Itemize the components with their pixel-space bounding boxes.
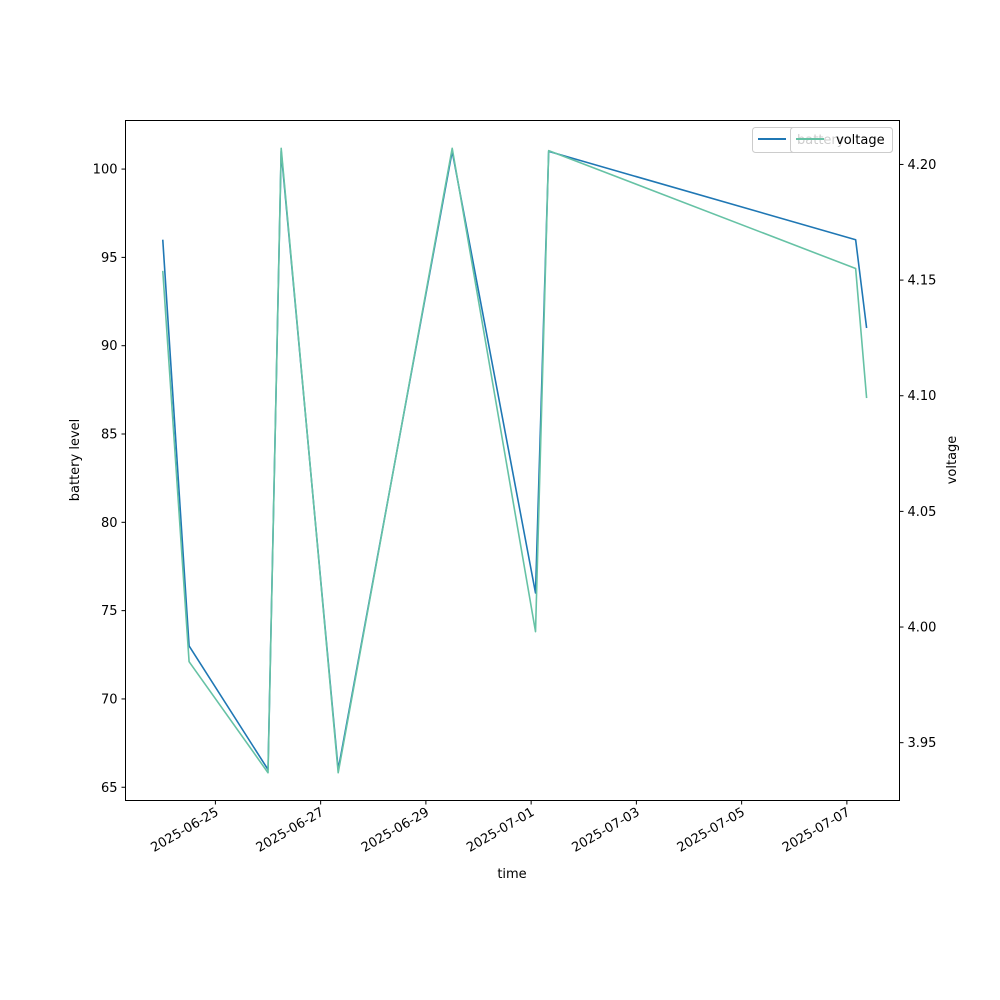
x-tick-label: 2025-06-25 — [148, 805, 221, 856]
y2-tick-label: 4.20 — [908, 158, 937, 173]
y-axis-right: 3.95 4.00 4.05 4.10 4.15 4.20 — [899, 158, 937, 751]
y-tick-label: 80 — [101, 516, 118, 531]
y2-tick-label: 4.10 — [908, 389, 937, 404]
x-tick-label: 2025-07-07 — [780, 805, 853, 856]
x-tick-label: 2025-07-01 — [464, 805, 537, 856]
y2-tick-label: 3.95 — [908, 736, 937, 751]
x-tick-label: 2025-07-05 — [675, 805, 748, 856]
legend-voltage-box — [790, 127, 893, 153]
y-axis-label: battery level — [68, 419, 83, 502]
x-axis: 2025-06-25 2025-06-27 2025-06-29 2025-07-01… — [148, 800, 853, 856]
plot-lines — [161, 147, 868, 774]
y-tick-label: 90 — [101, 339, 118, 354]
x-axis-label: time — [497, 867, 526, 882]
legend-voltage: voltage — [790, 127, 893, 153]
legend-voltage-label: voltage — [836, 133, 885, 148]
y2-tick-label: 4.00 — [908, 621, 937, 636]
y-tick-label: 70 — [101, 692, 118, 707]
series-line-battery — [161, 150, 868, 771]
y-tick-label: 65 — [101, 781, 118, 796]
x-tick-label: 2025-06-29 — [359, 805, 432, 856]
series-line-voltage — [161, 147, 868, 774]
y-axis-left: 65 70 75 80 85 90 95 100 — [93, 163, 126, 796]
y-tick-label: 85 — [101, 428, 118, 443]
x-tick-label: 2025-07-03 — [569, 805, 642, 856]
y2-tick-label: 4.05 — [908, 505, 937, 520]
y2-axis-label: voltage — [945, 436, 960, 485]
plot-frame — [125, 120, 900, 801]
y2-tick-label: 4.15 — [908, 274, 937, 289]
x-tick-label: 2025-06-27 — [254, 805, 327, 856]
y-tick-label: 100 — [93, 163, 118, 178]
y-tick-label: 75 — [101, 604, 118, 619]
y-tick-label: 95 — [101, 251, 118, 266]
